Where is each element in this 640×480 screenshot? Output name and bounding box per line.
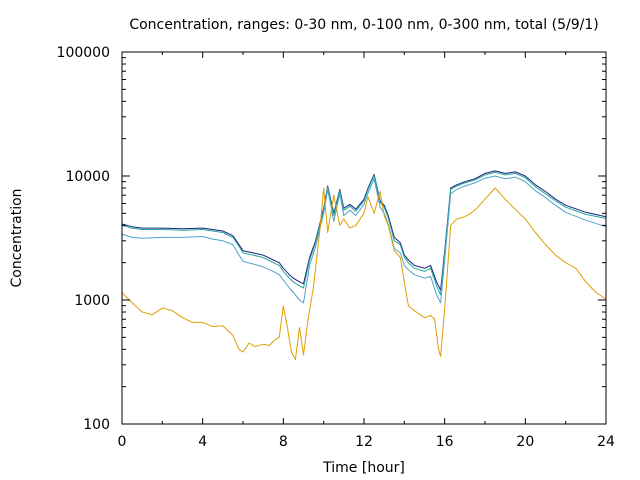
y-tick-label: 10000 bbox=[65, 169, 110, 185]
series-line-2 bbox=[121, 171, 607, 296]
series-line-3 bbox=[121, 175, 607, 304]
x-tick-label: 24 bbox=[597, 434, 615, 450]
chart-title: Concentration, ranges: 0-30 nm, 0-100 nm… bbox=[129, 17, 598, 33]
plot-frame bbox=[121, 51, 607, 425]
ticks-layer: 0 4 8 12 16 20 24 100 1000 10000 100000 bbox=[57, 45, 615, 450]
x-axis-label: Time [hour] bbox=[322, 460, 405, 476]
x-tick-label: 16 bbox=[436, 434, 454, 450]
y-tick-label: 1000 bbox=[74, 293, 110, 309]
x-tick-label: 0 bbox=[118, 434, 127, 450]
x-tick-label: 8 bbox=[279, 434, 288, 450]
x-tick-label: 20 bbox=[516, 434, 534, 450]
series-layer bbox=[121, 170, 607, 361]
y-axis-label: Concentration bbox=[9, 188, 25, 287]
x-tick-label: 12 bbox=[355, 434, 373, 450]
series-line-1 bbox=[121, 170, 607, 291]
series-line-4 bbox=[121, 187, 607, 361]
y-tick-label: 100000 bbox=[57, 45, 110, 61]
y-tick-label: 100 bbox=[83, 417, 110, 433]
x-tick-label: 4 bbox=[198, 434, 207, 450]
